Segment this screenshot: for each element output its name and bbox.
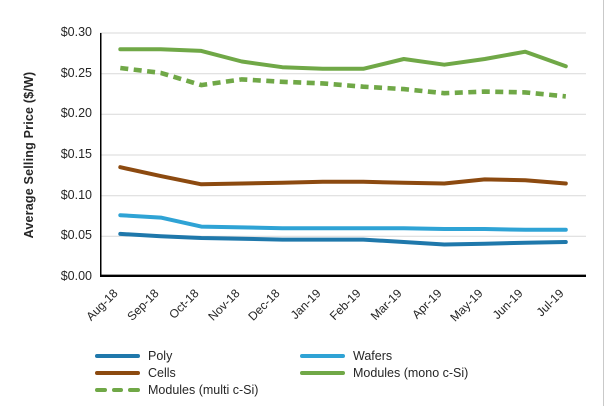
y-tick-label: $0.25	[60, 65, 92, 80]
legend-item-cells: Cells	[95, 365, 176, 381]
y-tick-label: $0.15	[60, 147, 92, 161]
legend-swatch-wafers	[300, 353, 345, 359]
legend-item-poly: Poly	[95, 348, 172, 364]
plot-svg	[100, 32, 586, 278]
x-tick-label: Jul-19	[533, 286, 567, 320]
legend-label: Modules (mono c-Si)	[353, 366, 469, 380]
series-line-cells	[118, 165, 568, 187]
series-line-modules-multi-c-si	[120, 65, 567, 99]
y-tick-label: $0.10	[60, 187, 92, 202]
legend-label: Cells	[148, 366, 176, 380]
plot-area	[100, 32, 586, 278]
legend-item-modules-multi-c-si: Modules (multi c-Si)	[95, 382, 258, 398]
legend-dash-segment	[128, 387, 140, 393]
y-tick-label: $0.20	[60, 106, 92, 121]
legend-label: Poly	[148, 349, 173, 363]
legend-label: Modules (multi c-Si)	[148, 383, 259, 397]
series-line-poly	[118, 231, 568, 247]
legend-swatch-poly	[95, 353, 140, 359]
legend-swatch-modules-multi-c-si	[95, 387, 140, 393]
legend-item-modules-mono-c-si: Modules (mono c-Si)	[300, 365, 468, 381]
legend-swatch-cells	[95, 370, 140, 376]
y-axis-title: Average Selling Price ($/W)	[22, 71, 36, 239]
legend-swatch-modules-mono-c-si	[300, 370, 345, 376]
y-tick-label: $0.30	[60, 25, 92, 39]
y-tick-label: $0.05	[60, 228, 92, 243]
series-line-wafers	[118, 213, 568, 232]
legend-dash-segment	[95, 387, 107, 393]
series-line-modules-mono-c-si	[118, 47, 568, 71]
y-tick-label: $0.00	[60, 269, 92, 283]
legend-item-wafers: Wafers	[300, 348, 392, 364]
legend-label: Wafers	[353, 349, 393, 363]
legend-dash-segment	[111, 387, 124, 393]
